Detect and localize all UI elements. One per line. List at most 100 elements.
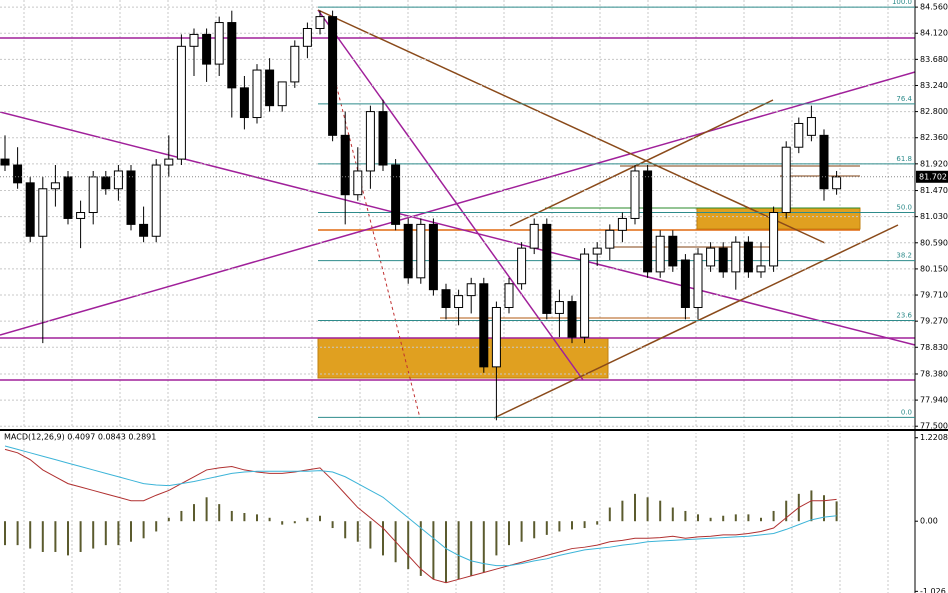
candle-body [542, 223, 552, 314]
vertical-grid [0, 433, 915, 593]
candle-body [580, 253, 590, 338]
candle-body [202, 33, 212, 65]
candle-body [151, 164, 161, 237]
candle-body [743, 241, 753, 273]
y-tick-label: 83.240 [920, 81, 948, 90]
indicator-line [4, 448, 837, 584]
indicator-title: MACD(12,26,9) 0.4097 0.0843 0.2891 [4, 433, 156, 442]
fib-label: 23.6 [896, 312, 912, 320]
candle-body [592, 247, 602, 255]
fib-label: 0.0 [901, 408, 912, 416]
candle-body [290, 45, 300, 83]
y-tick-label: 82.360 [920, 133, 948, 142]
zone [696, 207, 861, 230]
candle-body [416, 223, 426, 279]
y-tick-label: -1.026 [920, 587, 946, 593]
candle-body [277, 81, 287, 107]
candle-body [63, 176, 73, 219]
fib-label: 50.0 [896, 204, 912, 212]
candle-body [25, 182, 35, 237]
y-tick-label: 0.00 [920, 517, 938, 526]
candle-body [794, 122, 804, 148]
candle-body [214, 22, 224, 65]
candle-body [328, 16, 338, 136]
trendline [317, 9, 826, 244]
candle-body [126, 170, 136, 225]
candle-body [227, 22, 237, 89]
candle-body [265, 69, 275, 107]
candle-body [164, 158, 174, 166]
zone [317, 337, 609, 379]
last-price-label: 81.702 [919, 172, 947, 181]
y-tick-label: 78.380 [920, 369, 948, 378]
candle-body [605, 229, 615, 249]
candle-body [554, 301, 564, 314]
y-tick-label: 84.560 [920, 3, 948, 12]
candle-body [38, 188, 48, 237]
fib-label: 38.2 [896, 252, 912, 260]
candle-body [504, 283, 514, 308]
candle-body [189, 33, 199, 47]
candle-body [706, 247, 716, 267]
candle-body [365, 111, 375, 172]
candle-body [769, 212, 779, 267]
candle-body [517, 247, 527, 285]
candle-body [315, 16, 325, 29]
fib-label: 100.0 [892, 0, 912, 6]
candle-body [781, 146, 791, 214]
trendline [509, 99, 774, 227]
candle-body [693, 253, 703, 308]
y-tick-label: 84.120 [920, 29, 948, 38]
candle-body [680, 259, 690, 308]
y-tick-label: 81.920 [920, 159, 948, 168]
candle-body [731, 241, 741, 273]
candle-body [491, 306, 501, 368]
candle-body [643, 170, 653, 273]
candle-body [13, 164, 23, 184]
trendline [317, 9, 584, 381]
candle-body [441, 289, 451, 308]
candle-body [403, 223, 413, 279]
candle-body [454, 295, 464, 308]
candle-body [353, 170, 363, 196]
candle-body [655, 235, 665, 273]
candle-body [567, 301, 577, 338]
candle-body [101, 176, 111, 190]
y-tick-label: 82.800 [920, 107, 948, 116]
candle-body [0, 158, 10, 166]
last-price-box [916, 170, 948, 183]
candle-body [806, 117, 816, 136]
y-tick-label: 1.2208 [920, 433, 948, 442]
candle-body [617, 217, 627, 231]
y-tick-label: 80.590 [920, 238, 948, 247]
candle-body [832, 176, 842, 190]
y-tick-label: 81.030 [920, 212, 948, 221]
fib-label: 61.8 [896, 155, 912, 163]
y-tick-label: 77.500 [920, 422, 948, 431]
candle-body [529, 223, 539, 249]
candle-body [391, 164, 401, 225]
y-tick-label: 77.940 [920, 396, 948, 405]
candle-body [50, 182, 60, 190]
fib-label: 76.4 [896, 95, 912, 103]
y-tick-label: 78.830 [920, 343, 948, 352]
y-tick-label: 79.270 [920, 317, 948, 326]
candle-body [668, 235, 678, 267]
candle-body [466, 283, 476, 297]
candle-body [113, 170, 123, 190]
candle-body [239, 87, 249, 119]
candle-body [139, 223, 149, 237]
y-tick-label: 79.710 [920, 291, 948, 300]
candle-body [252, 69, 262, 119]
candle-body [340, 134, 350, 196]
candle-body [428, 223, 438, 291]
candle-body [176, 45, 186, 160]
candle-body [718, 247, 728, 273]
trendline [334, 79, 421, 419]
indicator-line [4, 445, 837, 567]
candle-body [630, 170, 640, 219]
candle-body [302, 27, 312, 47]
candle-body [88, 176, 98, 214]
y-tick-label: 80.150 [920, 264, 948, 273]
